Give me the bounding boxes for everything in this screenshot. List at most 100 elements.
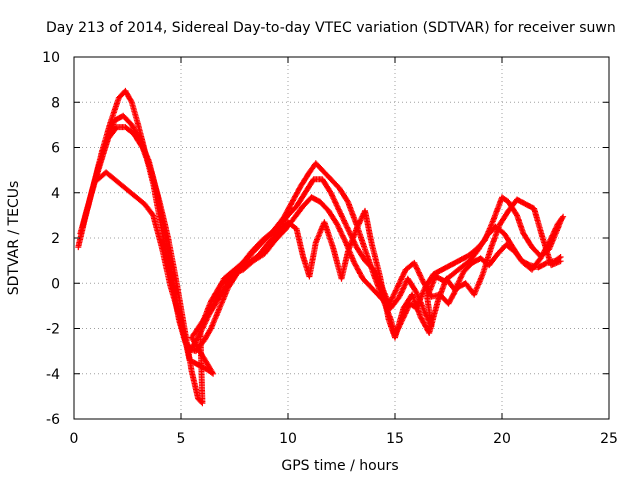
data-point-marker <box>554 213 567 228</box>
x-tick-label: 10 <box>279 431 297 447</box>
data-point-marker <box>503 241 517 254</box>
data-point-marker <box>439 262 453 273</box>
data-point-marker <box>522 201 536 211</box>
data-point-marker <box>413 289 428 315</box>
data-point-marker <box>193 338 207 355</box>
x-tick-label: 0 <box>70 431 79 447</box>
data-point-marker <box>362 257 376 272</box>
data-point-marker <box>263 227 280 241</box>
data-point-marker <box>208 306 222 332</box>
data-point-marker <box>302 177 316 196</box>
data-point-marker <box>225 272 239 291</box>
data-point-marker <box>122 87 135 104</box>
data-point-marker <box>317 198 331 213</box>
data-point-marker <box>490 195 505 223</box>
data-point-marker <box>488 222 503 251</box>
y-axis-label: SDTVAR / TECUs <box>6 181 22 296</box>
data-series-track <box>92 169 567 355</box>
data-point-marker <box>529 256 543 273</box>
data-point-marker <box>167 282 182 317</box>
data-point-marker <box>319 176 333 195</box>
data-point-marker <box>451 270 466 293</box>
data-point-marker <box>312 160 325 172</box>
data-point-marker <box>156 198 171 240</box>
data-point-marker <box>501 230 515 249</box>
data-point-marker <box>449 265 464 278</box>
data-point-marker <box>261 238 278 257</box>
data-point-marker <box>537 240 552 262</box>
data-point-marker <box>336 185 351 204</box>
data-point-marker <box>96 137 111 169</box>
data-point-marker <box>141 201 156 218</box>
data-point-marker <box>460 261 474 275</box>
data-point-marker <box>546 222 560 246</box>
data-point-marker <box>419 278 434 299</box>
x-tick-label: 15 <box>386 431 404 447</box>
y-tick-label: 0 <box>51 276 60 292</box>
data-point-marker <box>351 259 366 281</box>
data-point-marker <box>293 191 308 210</box>
data-point-marker <box>293 225 306 258</box>
data-point-marker <box>447 258 461 269</box>
data-point-marker <box>148 167 163 204</box>
data-point-marker <box>105 125 119 142</box>
data-point-marker <box>120 112 134 127</box>
data-point-marker <box>387 295 402 312</box>
data-point-marker <box>394 268 408 291</box>
data-point-marker <box>344 227 359 255</box>
data-point-marker <box>150 212 165 249</box>
data-point-marker <box>486 252 500 269</box>
data-point-marker <box>404 275 419 295</box>
data-point-marker <box>426 299 441 336</box>
data-point-marker <box>377 273 392 321</box>
data-point-marker <box>353 244 368 263</box>
data-point-marker <box>368 284 382 299</box>
grid-lines <box>74 57 609 419</box>
data-point-marker <box>327 189 342 213</box>
data-point-marker <box>336 207 351 231</box>
y-tick-label: -2 <box>46 322 60 338</box>
data-point-marker <box>175 311 190 351</box>
data-point-marker <box>158 244 173 287</box>
data-series-track <box>75 87 565 352</box>
y-tick-label: 2 <box>51 231 60 247</box>
data-point-marker <box>255 240 271 260</box>
data-point-marker <box>216 286 231 312</box>
data-point-marker <box>291 204 305 221</box>
x-tick-label: 5 <box>177 431 186 447</box>
x-axis-label: GPS time / hours <box>281 458 398 474</box>
data-point-marker <box>306 241 319 280</box>
data-point-marker <box>466 247 481 264</box>
data-point-marker <box>475 234 490 253</box>
y-tick-label: -6 <box>46 412 60 428</box>
y-tick-label: 4 <box>51 186 60 202</box>
data-point-marker <box>319 167 333 181</box>
data-point-marker <box>514 212 526 236</box>
y-tick-label: 6 <box>51 141 60 157</box>
x-tick-labels: 0 5 10 15 20 25 <box>70 431 618 447</box>
y-tick-label: 10 <box>42 50 60 66</box>
data-point-marker <box>165 235 180 285</box>
data-point-marker <box>252 236 269 253</box>
data-point-marker <box>338 250 351 282</box>
axis-ticks <box>73 56 610 420</box>
data-point-marker <box>128 99 141 127</box>
data-series <box>75 87 567 407</box>
data-point-marker <box>409 291 424 319</box>
data-point-marker <box>289 184 304 205</box>
data-point-marker <box>244 253 260 266</box>
data-point-marker <box>122 124 136 136</box>
data-point-marker <box>531 205 546 240</box>
data-point-marker <box>79 193 94 230</box>
data-point-marker <box>368 239 383 278</box>
data-point-marker <box>231 258 247 273</box>
data-point-marker <box>188 368 201 401</box>
data-point-marker <box>201 326 214 343</box>
data-point-marker <box>285 204 299 219</box>
data-point-marker <box>359 275 374 290</box>
x-tick-label: 25 <box>600 431 618 447</box>
data-point-marker <box>496 209 511 228</box>
y-tick-label: -4 <box>46 367 60 383</box>
data-point-marker <box>520 230 535 249</box>
data-point-marker <box>344 198 359 226</box>
